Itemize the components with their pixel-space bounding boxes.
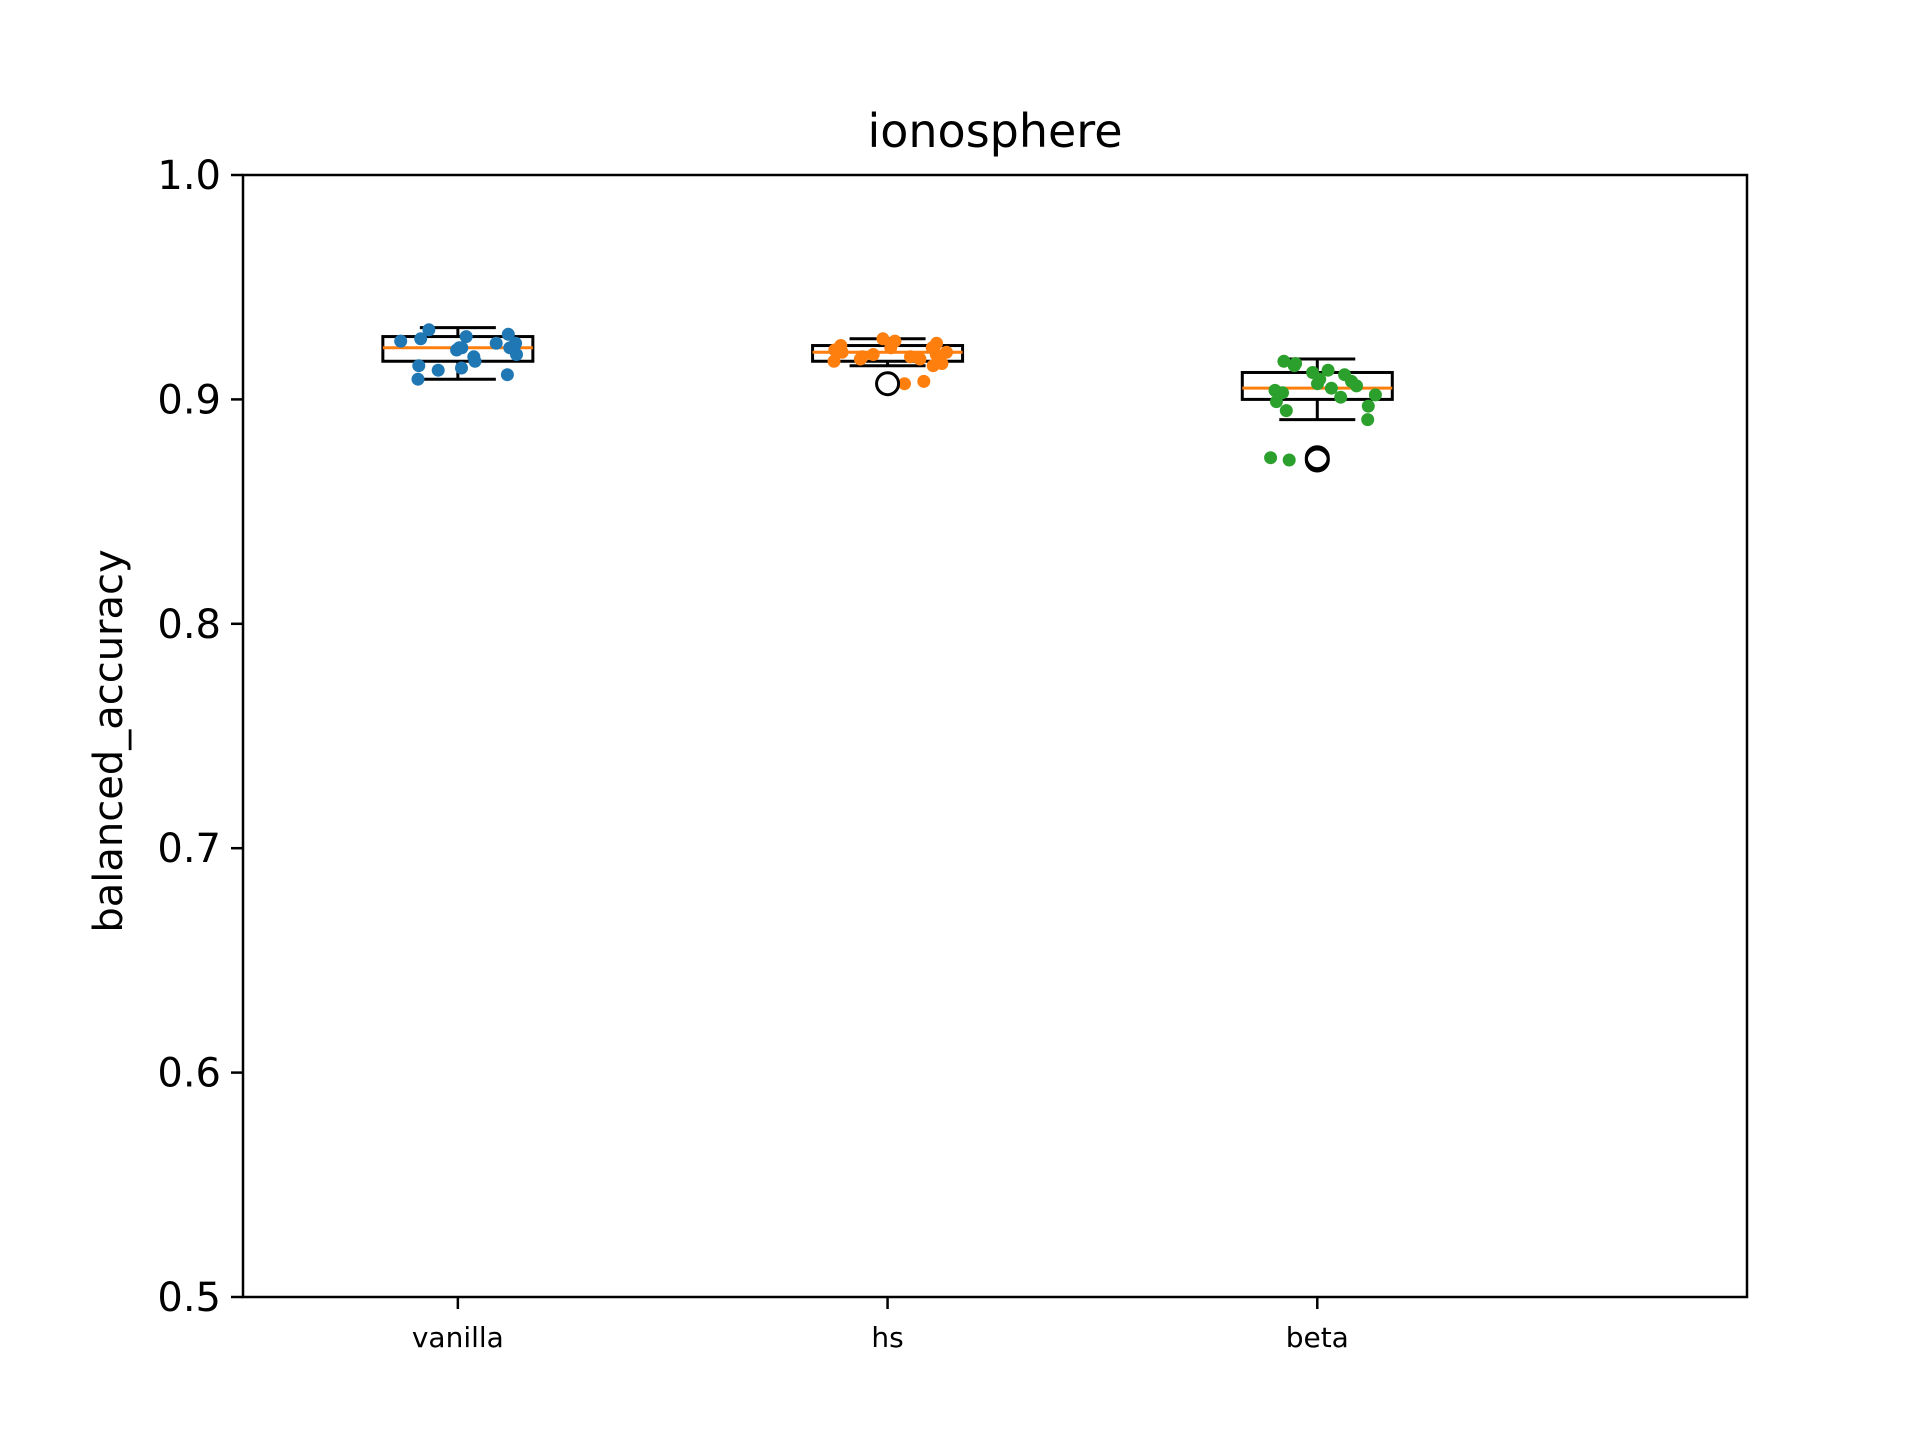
axes-frame	[241, 173, 1749, 1299]
data-point-vanilla	[422, 323, 436, 337]
x-tick-label-hs: hs	[871, 1321, 903, 1354]
y-tick-label: 0.8	[157, 602, 221, 648]
plot-area: 0.5 0.6 0.7 0.8 0.9 1.0 vanilla hs beta	[157, 153, 1749, 1354]
data-point-vanilla	[455, 361, 468, 375]
outlier-beta	[1304, 447, 1330, 473]
data-point-hs	[940, 345, 953, 359]
data-point-beta	[1287, 359, 1301, 373]
y-axis-label: balanced_accuracy	[86, 549, 132, 932]
data-point-hs	[913, 352, 927, 366]
data-point-vanilla	[500, 368, 514, 382]
y-tick-label: 0.6	[157, 1051, 221, 1097]
data-point-hs	[866, 348, 880, 361]
y-tick-label: 0.9	[157, 377, 221, 423]
data-point-beta	[1350, 379, 1363, 393]
y-tick-label: 1.0	[157, 153, 221, 199]
data-point-beta	[1368, 388, 1382, 402]
data-point-beta	[1277, 354, 1291, 368]
data-point-beta	[1321, 363, 1335, 377]
y-tick-label: 0.5	[157, 1275, 221, 1321]
data-point-beta	[1311, 377, 1324, 391]
data-point-vanilla	[452, 341, 466, 355]
x-tick-label-beta: beta	[1286, 1321, 1349, 1354]
data-point-beta	[1361, 413, 1375, 427]
outlier-hs	[875, 371, 901, 397]
data-point-vanilla	[468, 354, 482, 368]
data-point-hs	[898, 377, 911, 391]
data-point-beta	[1361, 399, 1375, 413]
chart-title: ionosphere	[867, 104, 1122, 158]
data-point-beta	[1282, 453, 1296, 467]
data-point-vanilla	[459, 330, 473, 344]
data-point-vanilla	[394, 334, 408, 348]
data-point-hs	[827, 354, 841, 368]
data-point-vanilla	[501, 327, 515, 341]
data-point-hs	[926, 359, 940, 373]
data-point-beta	[1324, 381, 1338, 395]
data-point-beta	[1279, 404, 1293, 418]
x-tick-label-vanilla: vanilla	[412, 1321, 504, 1354]
data-point-vanilla	[411, 372, 425, 386]
data-point-vanilla	[431, 363, 445, 377]
data-point-beta	[1334, 390, 1348, 404]
data-point-hs	[917, 374, 931, 388]
data-point-hs	[876, 332, 890, 346]
data-point-beta	[1264, 451, 1278, 465]
data-point-vanilla	[414, 332, 428, 346]
data-point-vanilla	[510, 348, 523, 361]
data-point-vanilla	[489, 336, 503, 350]
data-point-beta	[1269, 395, 1283, 409]
y-tick-label: 0.7	[157, 826, 221, 872]
data-point-hs	[884, 341, 898, 355]
data-point-hs	[853, 352, 867, 366]
data-point-vanilla	[412, 359, 426, 373]
data-point-hs	[835, 345, 849, 359]
